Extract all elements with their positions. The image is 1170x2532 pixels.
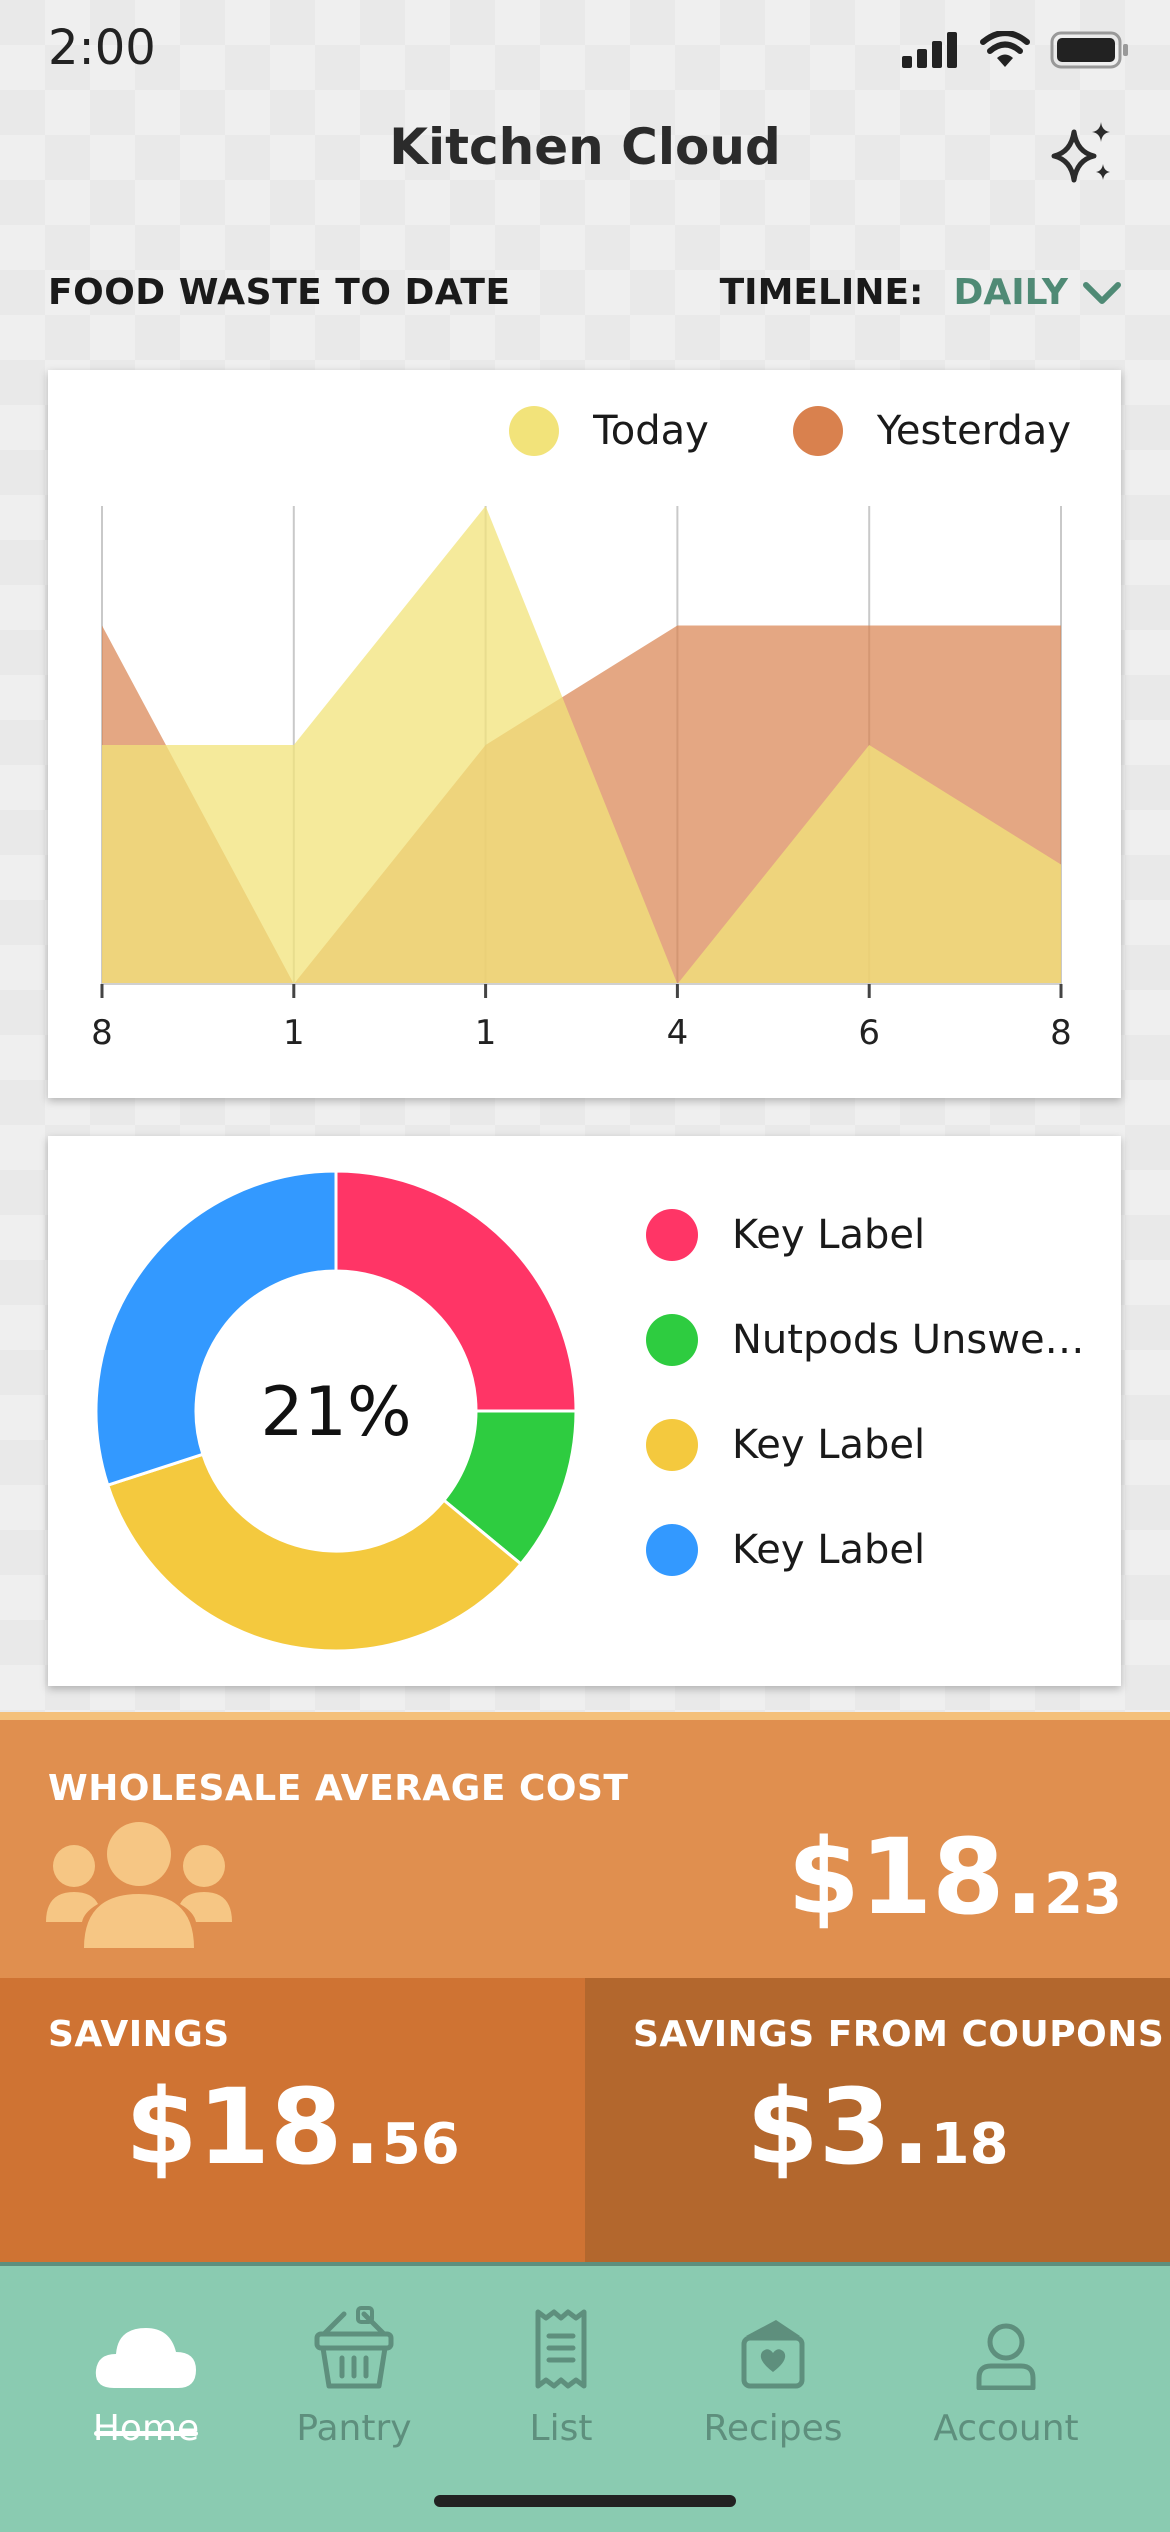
x-tick-label: 4	[667, 1013, 689, 1053]
donut-legend-item: Key Label	[646, 1497, 1085, 1602]
wholesale-average-cost-panel: WHOLESALE AVERAGE COST $18.23	[0, 1712, 1170, 1978]
user-icon	[976, 2323, 1036, 2390]
receipt-icon	[535, 2309, 587, 2389]
status-icons	[902, 30, 1130, 70]
tab-account[interactable]: Account	[906, 2290, 1106, 2449]
tab-pantry[interactable]: Pantry	[254, 2290, 454, 2449]
savings-panel: SAVINGS $18.56	[0, 1978, 585, 2262]
section-title: FOOD WASTE TO DATE	[48, 272, 511, 313]
users-group-icon	[46, 1822, 232, 1948]
x-tick-label: 6	[858, 1013, 880, 1053]
donut-chart: 21%	[94, 1169, 578, 1653]
active-tab-indicator	[94, 2431, 198, 2436]
area-series-today	[102, 506, 1061, 984]
area-chart-legend: Today Yesterday	[509, 406, 1071, 456]
recipe-box-icon	[741, 2320, 805, 2389]
timeline-dropdown[interactable]: DAILY	[953, 272, 1122, 313]
legend-swatch	[646, 1418, 698, 1471]
coupon-savings-label: SAVINGS FROM COUPONS	[633, 2014, 1165, 2055]
wholesale-value-minor: 23	[1044, 1862, 1122, 1927]
legend-swatch	[646, 1523, 698, 1576]
legend-swatch	[646, 1313, 698, 1366]
legend-swatch	[509, 406, 560, 456]
savings-label: SAVINGS	[48, 2014, 230, 2055]
chevron-down-icon	[1083, 281, 1121, 304]
donut-legend-item: Key Label	[646, 1392, 1085, 1497]
x-tick-label: 8	[91, 1013, 113, 1053]
status-time: 2:00	[48, 20, 156, 76]
coupon-savings-value-minor: 18	[930, 2112, 1009, 2177]
cloud-icon	[95, 2328, 196, 2388]
donut-chart-card: 21% Key Label Nutpods Unswe… Key Label Key …	[48, 1136, 1121, 1686]
donut-slice	[105, 1452, 524, 1653]
legend-swatch	[646, 1208, 698, 1261]
wholesale-value: $18.23	[787, 1816, 1122, 1938]
legend-label: Key Label	[732, 1526, 926, 1573]
coupon-savings-value-major: $3.	[746, 2066, 931, 2188]
donut-legend-item: Key Label	[646, 1182, 1085, 1287]
coupon-savings-panel: SAVINGS FROM COUPONS $3.18	[585, 1978, 1170, 2262]
area-chart: 8 1 1 4 6 8	[91, 506, 1072, 1053]
savings-value-major: $18.	[125, 2066, 382, 2188]
donut-slice	[94, 1169, 338, 1488]
tab-label: Home	[92, 2408, 200, 2449]
wifi-icon	[980, 31, 1030, 67]
x-tick-label: 1	[475, 1013, 497, 1053]
donut-legend: Key Label Nutpods Unswe… Key Label Key Labe…	[646, 1182, 1085, 1602]
tab-bar: Home Pantry List	[0, 2262, 1170, 2532]
area-chart-card: Today Yesterday 8 1 1 4 6 8	[48, 370, 1121, 1098]
savings-value: $18.56	[0, 2066, 585, 2188]
tab-label: Pantry	[296, 2408, 412, 2449]
app-title: Kitchen Cloud	[389, 118, 781, 176]
legend-item-today: Today	[509, 406, 709, 456]
home-indicator	[434, 2495, 736, 2507]
wholesale-value-major: $18.	[787, 1816, 1045, 1938]
donut-slice	[334, 1169, 578, 1413]
savings-value-minor: 56	[381, 2112, 460, 2177]
tab-label: List	[529, 2408, 593, 2449]
donut-legend-item: Nutpods Unswe…	[646, 1287, 1085, 1392]
legend-swatch	[792, 406, 843, 456]
x-tick-label: 8	[1050, 1013, 1072, 1053]
battery-icon	[1050, 31, 1128, 69]
wholesale-label: WHOLESALE AVERAGE COST	[48, 1768, 629, 1809]
basket-icon	[314, 2306, 394, 2389]
sparkle-icon[interactable]	[1046, 118, 1118, 190]
legend-label: Key Label	[732, 1211, 926, 1258]
cellular-signal-icon	[902, 32, 957, 68]
tab-home[interactable]: Home	[46, 2290, 246, 2449]
timeline-label: TIMELINE:	[719, 272, 924, 313]
legend-label: Yesterday	[876, 408, 1071, 454]
donut-center-label: 21%	[260, 1373, 411, 1452]
coupon-savings-value: $3.18	[585, 2066, 1170, 2188]
timeline-value: DAILY	[953, 272, 1068, 313]
tab-recipes[interactable]: Recipes	[673, 2290, 873, 2449]
legend-label: Today	[593, 408, 709, 454]
legend-item-yesterday: Yesterday	[792, 406, 1071, 456]
timeline-selector[interactable]: TIMELINE: DAILY	[720, 272, 1122, 313]
legend-label: Key Label	[732, 1421, 926, 1468]
tab-list[interactable]: List	[461, 2290, 661, 2449]
tab-label: Account	[933, 2408, 1079, 2449]
tab-label: Recipes	[703, 2408, 843, 2449]
legend-label: Nutpods Unswe…	[732, 1316, 1085, 1363]
x-tick-label: 1	[283, 1013, 305, 1053]
